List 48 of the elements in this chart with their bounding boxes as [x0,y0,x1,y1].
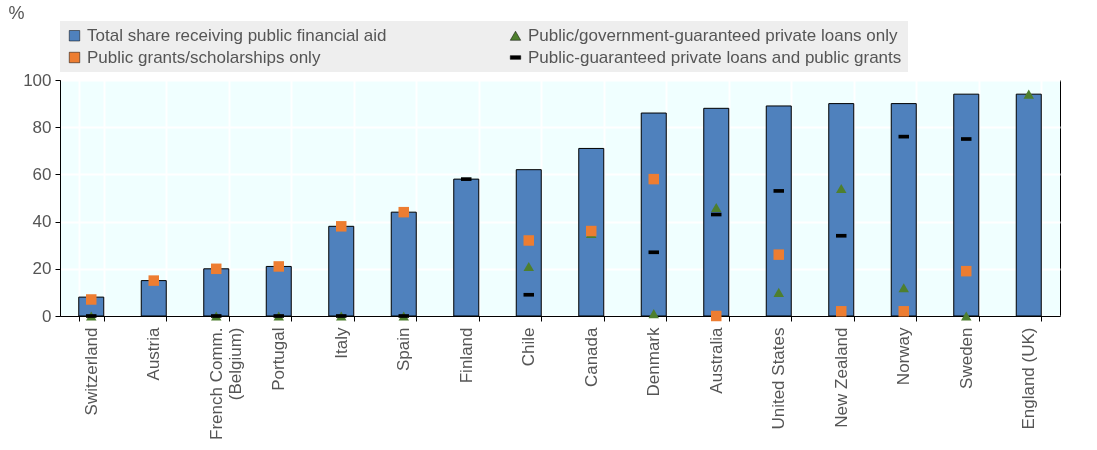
point [273,261,284,272]
y-tick-label: 80 [32,117,52,137]
point [523,261,534,271]
point [898,283,909,293]
x-tick-label: Norway [894,327,914,386]
point [961,311,972,321]
legend-label: Total share receiving public financial aid [87,25,387,45]
point [711,202,722,212]
point [961,265,972,277]
x-tick-label: Sweden [956,327,976,389]
point [711,310,722,322]
x-tick-label: United States [769,327,789,430]
point [336,221,347,232]
x-tick-label: England (UK) [1019,327,1039,430]
y-tick-label: 0 [42,306,52,326]
point [773,287,784,297]
point [148,275,159,286]
point [1023,89,1034,99]
x-tick-label: Denmark [644,327,664,397]
y-tick-label: 40 [32,212,52,232]
x-tick-label: Switzerland [81,327,101,416]
x-tick-label: Italy [331,327,351,359]
y-tick-label: 60 [32,164,52,184]
point [211,263,222,275]
x-tick-label: Canada [581,326,601,388]
x-tick-label: Australia [706,326,726,394]
x-tick-label: French Comm. (Belgium) [206,327,245,440]
point [836,184,847,194]
point [398,206,409,218]
point [86,294,97,305]
x-tick-label: Austria [144,326,164,381]
x-tick-label: Portugal [269,327,289,391]
y-tick-label: 20 [32,259,52,279]
point [898,306,909,317]
x-tick-label: New Zealand [831,327,851,428]
legend-label: Public/government-guaranteed private loans only [528,25,898,45]
legend-label: Public-guaranteed private loans and public grants [528,47,902,67]
y-axis-title: % [8,2,25,23]
y-tick-label: 100 [23,70,52,90]
point [523,235,534,246]
point [648,173,659,185]
x-tick-label: Spain [394,327,414,371]
legend-label: Public grants/scholarships only [87,47,321,67]
x-tick-label: Chile [519,327,539,367]
point [836,306,847,317]
point [648,309,659,319]
point [773,249,784,260]
x-tick-label: Finland [456,327,476,384]
